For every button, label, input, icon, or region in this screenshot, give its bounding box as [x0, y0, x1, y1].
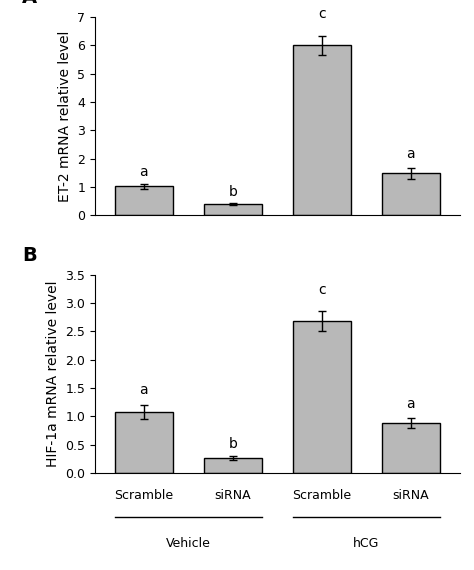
Text: Scramble: Scramble	[114, 489, 173, 502]
Text: c: c	[318, 7, 326, 21]
Y-axis label: HIF-1a mRNA relative level: HIF-1a mRNA relative level	[46, 280, 60, 467]
Bar	[115, 186, 173, 215]
Text: a: a	[407, 147, 415, 161]
Text: siRNA: siRNA	[214, 489, 251, 502]
Bar	[382, 424, 440, 473]
Bar	[204, 458, 262, 473]
Bar	[382, 173, 440, 215]
Text: A: A	[22, 0, 37, 7]
Bar	[115, 412, 173, 473]
Bar	[293, 46, 351, 215]
Bar	[293, 321, 351, 473]
Text: Vehicle: Vehicle	[166, 536, 211, 549]
Text: c: c	[318, 283, 326, 297]
Text: b: b	[228, 437, 237, 451]
Text: a: a	[139, 382, 148, 397]
Bar	[204, 204, 262, 215]
Text: b: b	[228, 185, 237, 199]
Text: Scramble: Scramble	[292, 489, 351, 502]
Text: B: B	[22, 246, 36, 265]
Text: hCG: hCG	[353, 536, 380, 549]
Text: a: a	[407, 397, 415, 412]
Text: a: a	[139, 165, 148, 178]
Y-axis label: ET-2 mRNA relative level: ET-2 mRNA relative level	[57, 31, 72, 202]
Text: siRNA: siRNA	[392, 489, 429, 502]
